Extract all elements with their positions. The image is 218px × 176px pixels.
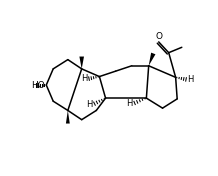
Text: H: H [81,74,87,83]
Text: H: H [187,75,194,84]
Text: HO: HO [31,81,45,90]
Polygon shape [149,53,155,66]
Text: O: O [155,32,162,41]
Text: H: H [86,100,92,109]
Polygon shape [66,111,70,124]
Polygon shape [79,56,84,69]
Text: H: H [126,99,133,108]
